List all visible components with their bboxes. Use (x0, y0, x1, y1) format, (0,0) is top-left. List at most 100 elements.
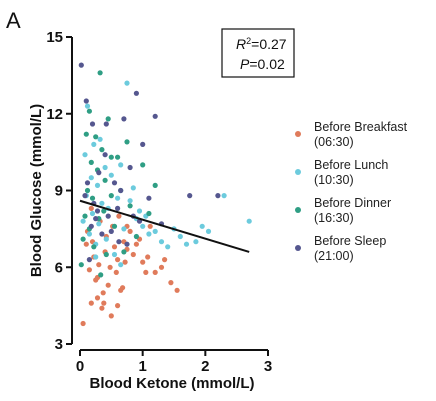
data-point-before-breakfast (108, 313, 114, 319)
x-ticks: 0 1 2 3 (76, 350, 272, 375)
x-tick-label: 3 (264, 358, 272, 375)
data-point-before-lunch (102, 164, 108, 171)
data-point-before-lunch (205, 228, 212, 234)
data-point-before-sleep (89, 121, 96, 127)
data-point-before-lunch (111, 251, 118, 258)
data-point-before-breakfast (147, 223, 153, 229)
legend-marker-before-lunch (295, 169, 301, 175)
data-point-before-sleep (124, 241, 130, 247)
data-point-before-breakfast (158, 264, 165, 270)
data-point-before-dinner (84, 187, 91, 194)
data-point-before-lunch (246, 218, 252, 224)
data-point-before-breakfast (88, 300, 94, 306)
data-point-before-breakfast (86, 267, 92, 273)
y-axis-title: Blood Glucose (mmol/L) (28, 104, 45, 277)
data-point-before-sleep (152, 113, 158, 119)
data-point-before-breakfast (122, 259, 128, 265)
data-point-before-breakfast (143, 269, 149, 275)
data-point-before-breakfast (107, 264, 113, 270)
points-layer (78, 62, 252, 327)
data-point-before-breakfast (88, 205, 94, 211)
data-point-before-sleep (140, 141, 146, 147)
x-tick-label: 1 (138, 358, 146, 375)
legend-marker-before-breakfast (295, 131, 301, 137)
stats-annotation: R2=0.27 P=0.02 (221, 28, 295, 78)
data-point-before-lunch (80, 218, 86, 224)
data-point-before-breakfast (120, 285, 126, 291)
data-point-before-dinner (80, 236, 86, 242)
data-point-before-lunch (152, 228, 158, 234)
p-symbol: P (240, 56, 250, 72)
data-point-before-breakfast (152, 269, 158, 275)
data-point-before-lunch (86, 231, 92, 237)
p-value-label: P=0.02 (240, 56, 285, 72)
data-point-before-lunch (99, 200, 105, 206)
data-point-before-breakfast (116, 213, 122, 219)
data-point-before-breakfast (133, 241, 139, 247)
data-point-before-lunch (183, 241, 190, 247)
data-point-before-dinner (103, 251, 109, 258)
legend-sublabel-before-sleep: (21:00) (314, 249, 354, 263)
data-point-before-breakfast (83, 241, 89, 247)
legend-label-before-dinner: Before Dinner (314, 196, 391, 210)
data-point-before-lunch (146, 231, 152, 237)
data-point-before-sleep (118, 187, 124, 194)
data-point-before-dinner (102, 177, 108, 183)
data-point-before-dinner (108, 154, 114, 160)
data-point-before-lunch (177, 233, 183, 240)
data-point-before-sleep (78, 62, 84, 68)
data-point-before-dinner (82, 213, 88, 219)
data-point-before-lunch (118, 262, 124, 268)
data-point-before-lunch (140, 223, 146, 229)
data-point-before-dinner (127, 203, 133, 209)
data-point-before-breakfast (94, 295, 101, 301)
data-point-before-lunch (96, 221, 102, 227)
p-value: =0.02 (249, 56, 285, 72)
data-point-before-dinner (89, 195, 96, 201)
data-point-before-breakfast (101, 300, 107, 306)
data-point-before-lunch (199, 223, 205, 229)
legend-marker-before-dinner (295, 207, 301, 213)
data-point-before-dinner (140, 162, 146, 168)
data-point-before-breakfast (162, 257, 168, 263)
data-point-before-lunch (193, 239, 199, 245)
panel-label: A (6, 8, 21, 33)
data-point-before-sleep (187, 193, 193, 199)
y-tick-label: 3 (55, 336, 63, 353)
data-point-before-lunch (94, 182, 101, 188)
data-point-before-lunch (127, 198, 133, 204)
data-point-before-sleep (127, 164, 133, 171)
legend-marker-before-sleep (295, 245, 301, 251)
legend: Before Breakfast(06:30) Before Lunch(10:3… (295, 120, 408, 263)
data-point-before-sleep (108, 228, 114, 234)
stats-annotation-box (221, 28, 295, 78)
data-point-before-breakfast (115, 303, 121, 309)
data-point-before-breakfast (113, 269, 119, 275)
data-point-before-sleep (84, 180, 91, 186)
data-point-before-dinner (86, 108, 92, 114)
data-point-before-sleep (111, 180, 118, 186)
data-point-before-lunch (91, 141, 97, 147)
data-point-before-lunch (82, 152, 88, 158)
legend-label-before-sleep: Before Sleep (314, 234, 386, 248)
data-point-before-lunch (108, 172, 114, 178)
regression-line (79, 199, 250, 253)
data-point-before-dinner (115, 154, 121, 160)
y-ticks: 3 6 9 12 15 (46, 29, 72, 353)
legend-label-before-breakfast: Before Breakfast (314, 120, 408, 134)
data-point-before-sleep (115, 205, 121, 211)
data-point-before-sleep (96, 170, 102, 176)
data-point-before-sleep (82, 193, 88, 199)
data-point-before-breakfast (174, 287, 180, 293)
data-point-before-dinner (133, 233, 139, 240)
data-point-before-sleep (99, 231, 105, 237)
data-point-before-dinner (105, 116, 111, 122)
data-point-before-dinner (93, 134, 99, 140)
data-point-before-dinner (88, 159, 94, 165)
data-point-before-breakfast (99, 305, 105, 311)
legend-sublabel-before-breakfast: (06:30) (314, 135, 354, 149)
data-point-before-dinner (152, 182, 158, 188)
data-point-before-dinner (101, 208, 107, 214)
data-point-before-breakfast (127, 228, 133, 234)
